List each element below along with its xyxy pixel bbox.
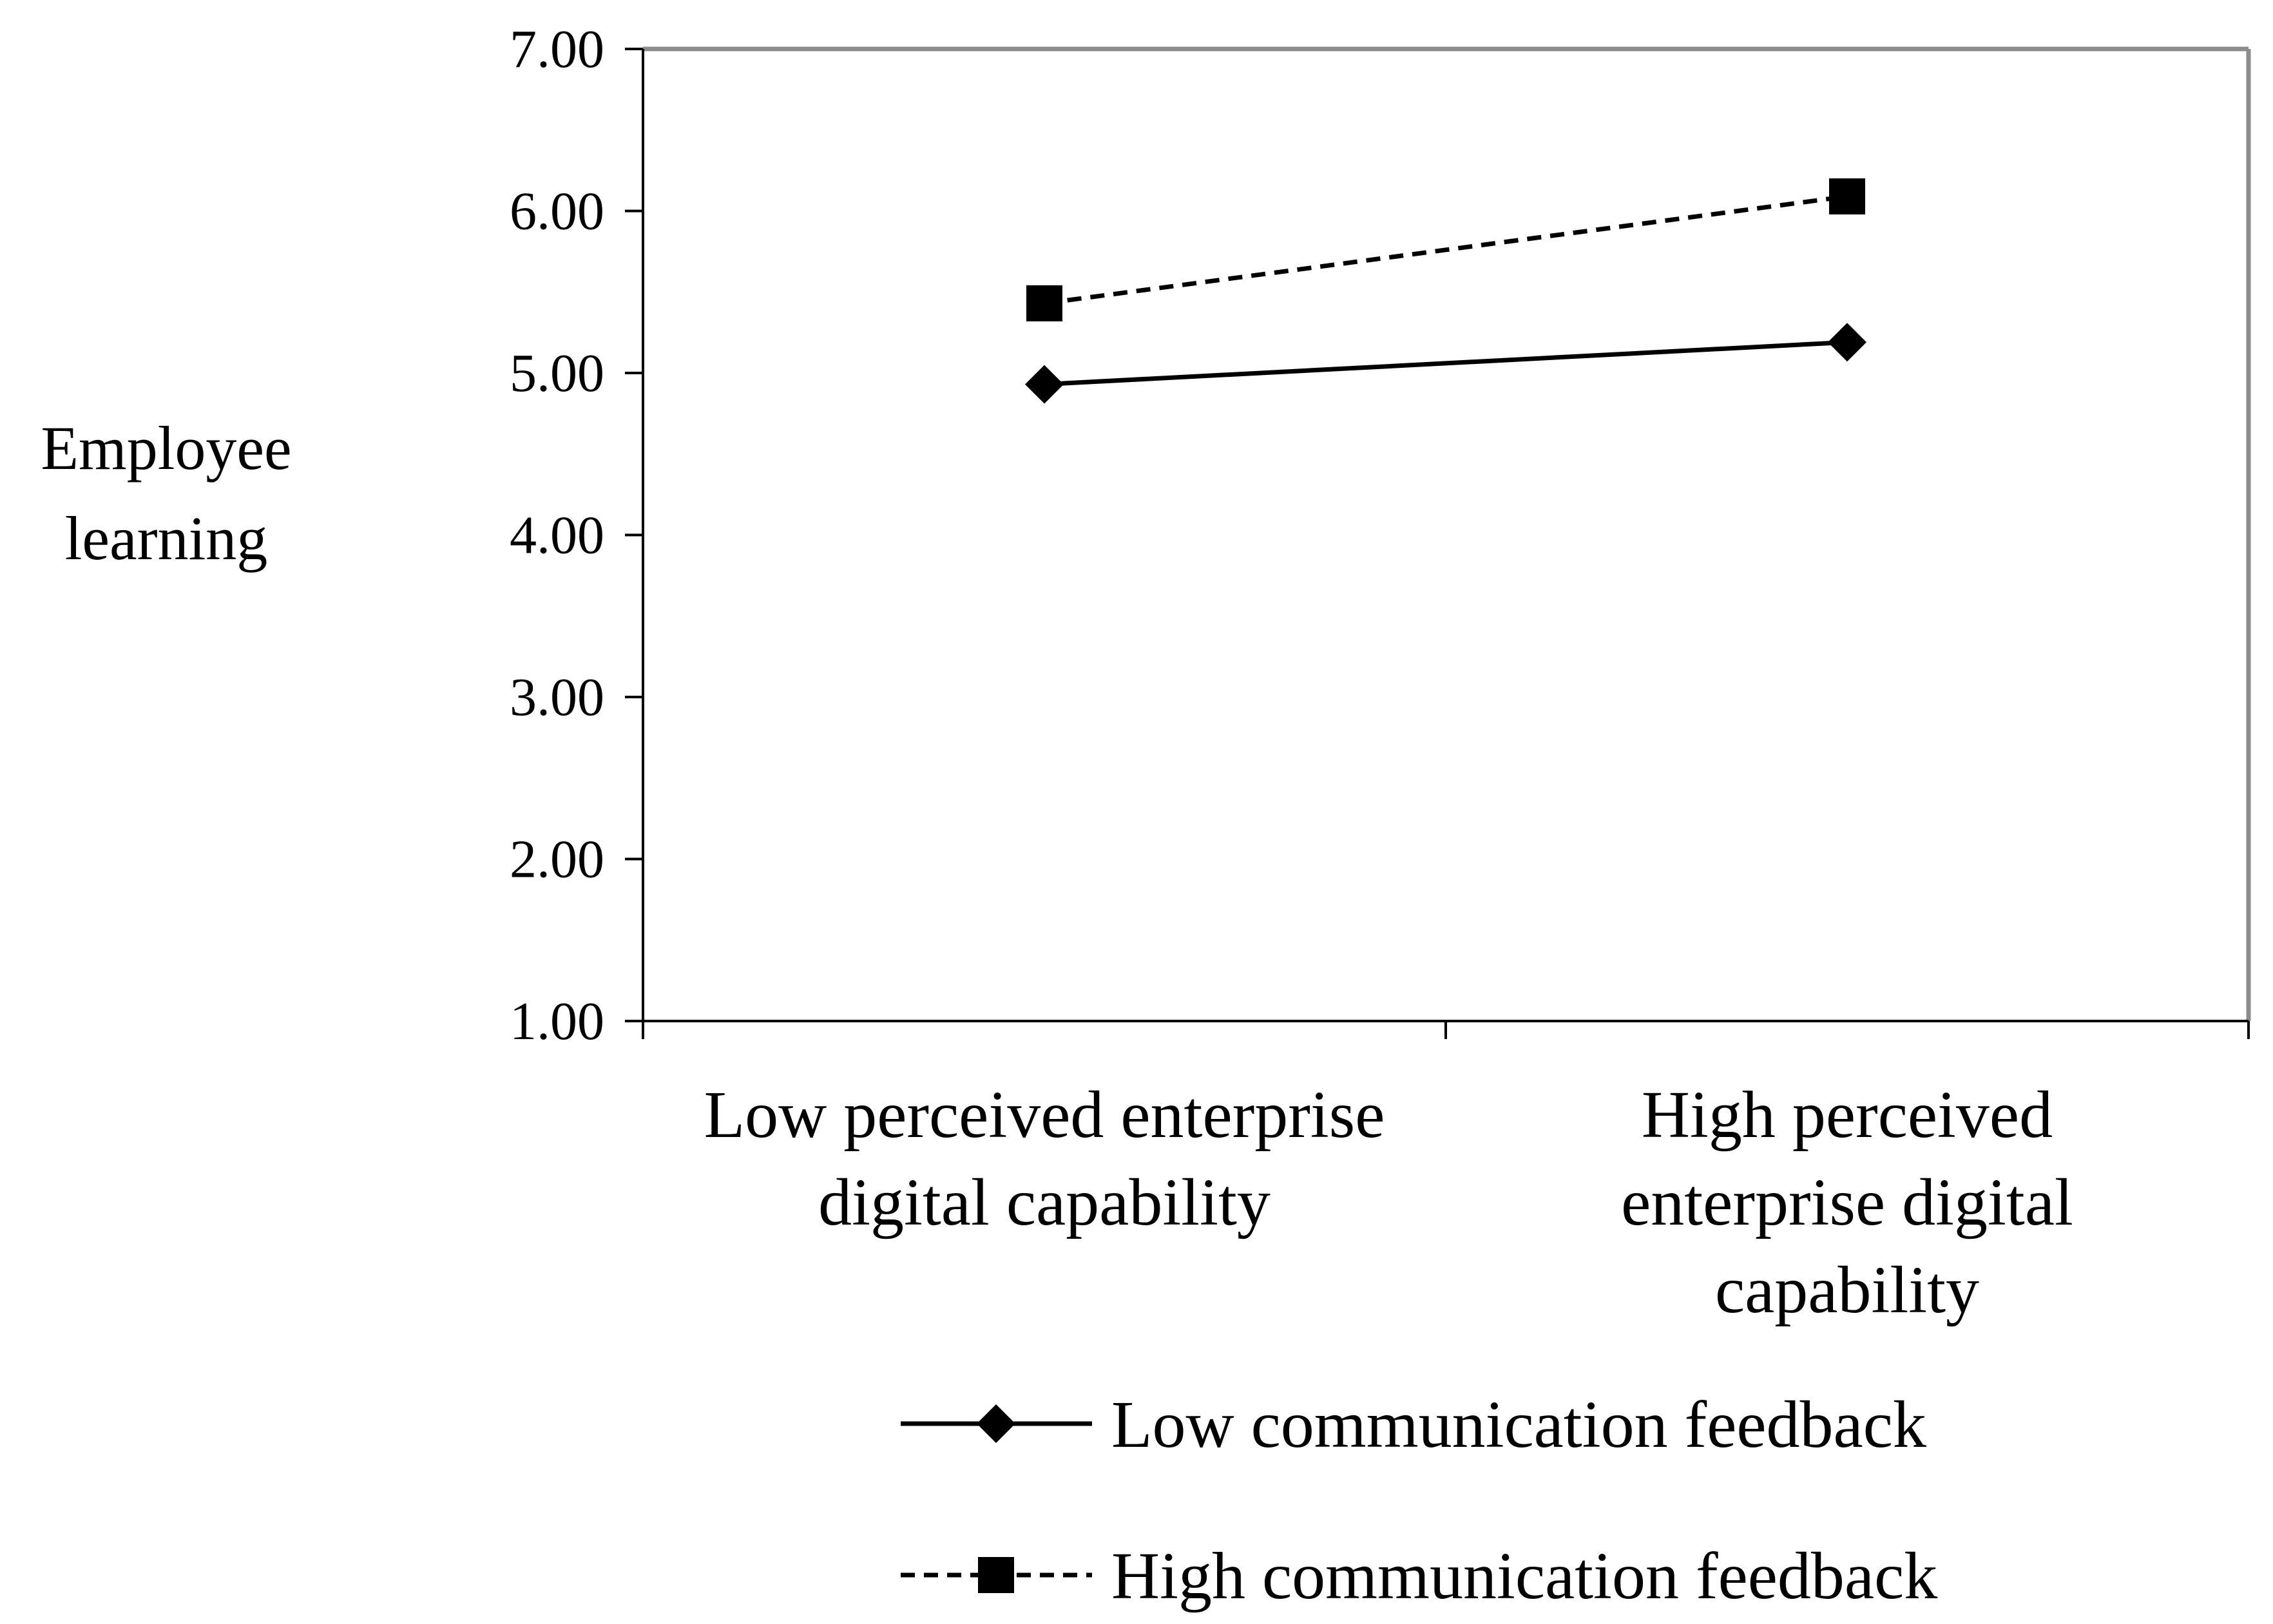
legend-item: Low communication feedback [901,1388,1926,1462]
y-tick-label: 4.00 [510,506,604,566]
x-category-label-line: enterprise digital [1621,1165,2073,1239]
x-category-label-line: capability [1715,1253,1979,1327]
x-category-label-line: digital capability [818,1165,1271,1239]
data-point [1025,365,1064,404]
data-point [1829,178,1865,215]
y-tick-label: 5.00 [510,343,604,403]
y-axis: 1.00 2.00 3.00 4.00 5.00 6.00 7.00 [510,19,644,1051]
y-tick-label: 1.00 [510,991,604,1051]
x-category-label: Low perceived enterprise digital capabili… [704,1078,1385,1239]
legend-marker [977,1404,1015,1443]
y-axis-title-line: Employee [41,414,291,482]
legend-label: High communication feedback [1111,1539,1937,1613]
data-point [1026,285,1062,321]
y-tick-label: 2.00 [510,830,604,890]
series-line [1044,194,1848,306]
x-category-label-line: Low perceived enterprise [704,1078,1385,1152]
data-point [1828,323,1866,362]
x-category-label-line: High perceived [1642,1078,2053,1152]
y-axis-title-line: learning [65,504,268,573]
series-line [1044,339,1848,387]
series-layer [1025,178,1866,404]
legend-label: Low communication feedback [1111,1388,1926,1462]
y-tick-label: 3.00 [510,667,604,727]
legend-item: High communication feedback [901,1539,1937,1613]
legend: Low communication feedback High communica… [901,1388,1937,1613]
series-low-communication-feedback [1025,323,1866,404]
series-high-communication-feedback [1026,178,1865,321]
x-category-label: High perceived enterprise digital capabili… [1621,1078,2073,1327]
y-tick-label: 6.00 [510,182,604,242]
y-tick-label: 7.00 [510,19,604,79]
legend-marker [978,1557,1014,1593]
plot-frame [643,46,2251,1021]
x-axis: Low perceived enterprise digital capabili… [642,1020,2250,1327]
y-axis-title: Employee learning [41,414,291,573]
